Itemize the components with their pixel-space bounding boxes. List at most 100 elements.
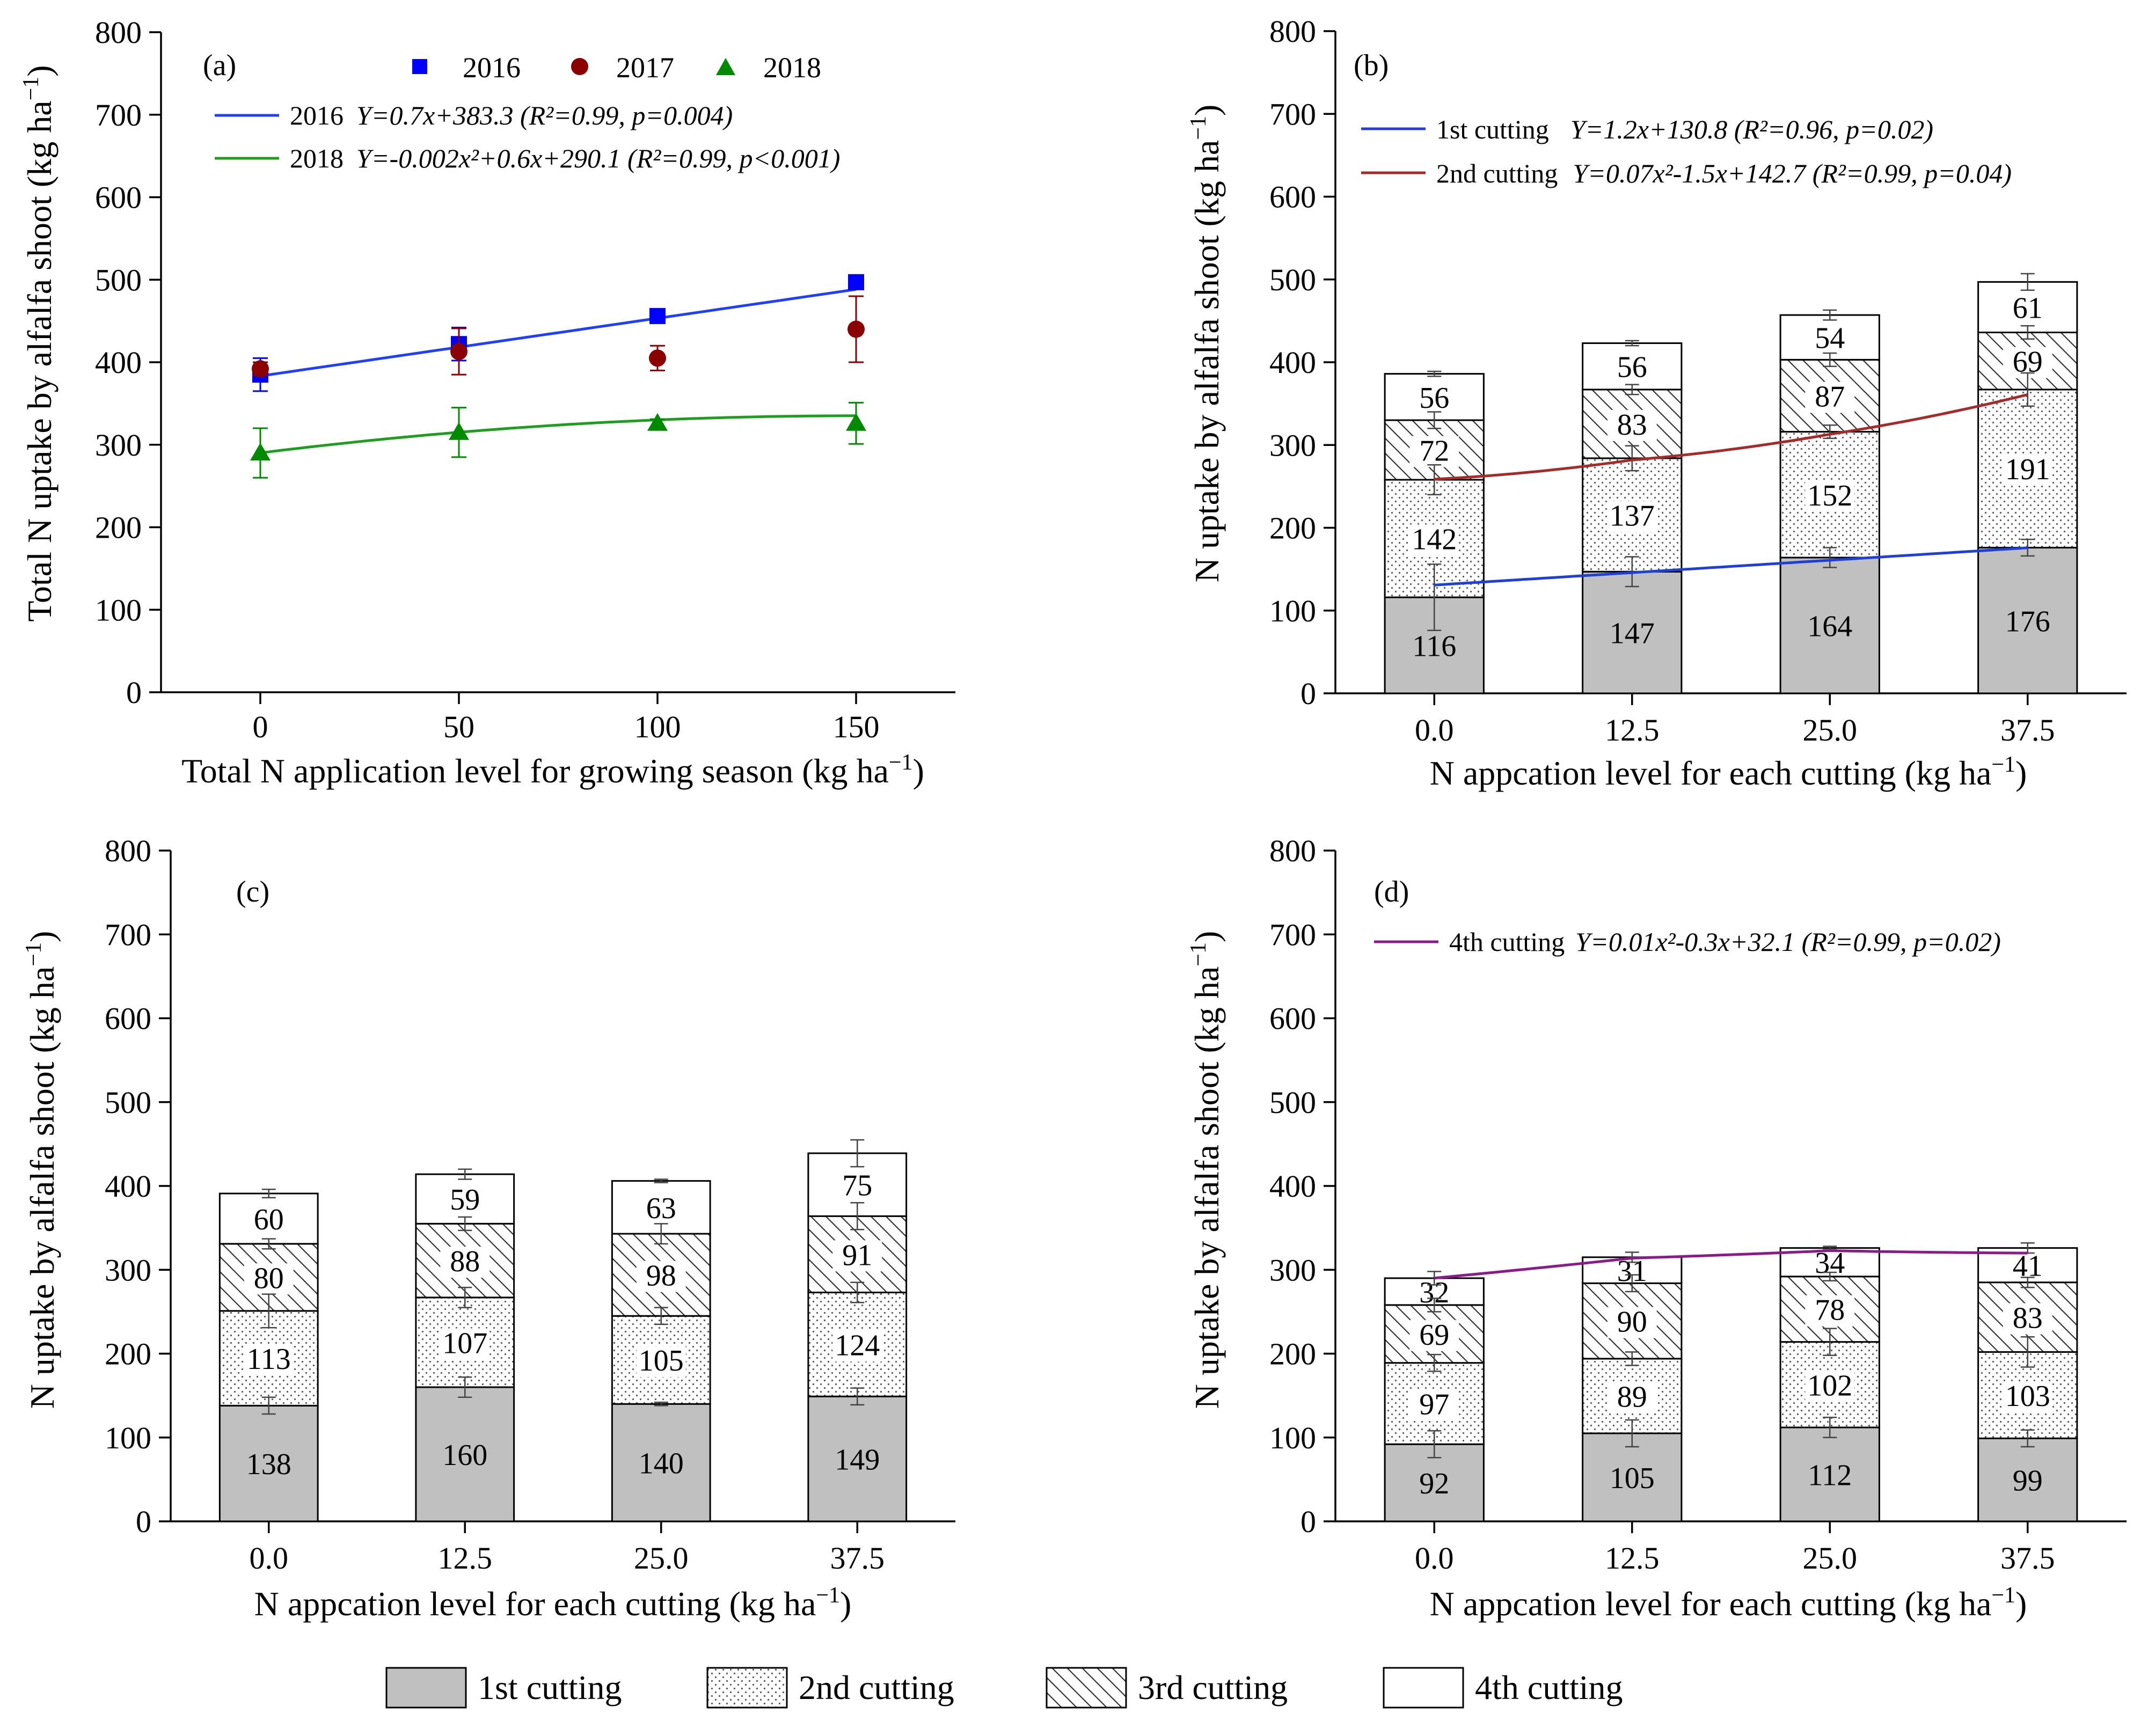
bar-label-bg-b: [1805, 382, 1855, 413]
y-tick-label-b: 400: [1269, 345, 1316, 380]
legend-label-2017: 2017: [616, 52, 674, 84]
bar-label-bg-b: [1409, 524, 1459, 556]
bar-label-bg-c: [636, 1261, 686, 1292]
fit-formula-d-4th: Y=0.01x²-0.3x+32.1 (R²=0.99, p=0.02): [1575, 927, 2001, 957]
bar-segment-c: [218, 1192, 319, 1245]
panel-c-xlabel: N appcation level for each cutting (kg h…: [254, 1583, 852, 1623]
x-tick-label-d: 12.5: [1605, 1541, 1660, 1576]
y-tick-label-a: 600: [95, 180, 142, 215]
bar-label-bg-c: [832, 1240, 882, 1272]
x-tick-label-c: 37.5: [830, 1541, 885, 1576]
x-tick-label-b: 0.0: [1415, 713, 1454, 748]
bar-label-bg-d: [1805, 1371, 1855, 1402]
bar-stack-c: 160 107 88 59: [415, 1168, 515, 1522]
x-tick-label-b: 37.5: [2000, 713, 2055, 748]
legend-years: 2016 2017 2018: [412, 52, 821, 84]
bar-stack-c: 149 124 91 75: [807, 1139, 908, 1522]
bar-value-label-b: 54: [1815, 322, 1845, 355]
x-tick-label-c: 0.0: [250, 1541, 289, 1576]
panel-b: (b) N uptake by alfalfa shoot (kg ha−1) …: [1186, 49, 2027, 792]
bar-label-bg-c: [440, 1247, 490, 1278]
panel-a-xlabel: Total N application level for growing se…: [181, 750, 924, 790]
legend-label-2018: 2018: [763, 52, 821, 84]
point-2017: [252, 360, 269, 378]
y-tick-label-b: 100: [1269, 594, 1316, 628]
bar-stack-c: 140 105 98 63: [611, 1178, 711, 1522]
y-tick-label-b: 600: [1269, 180, 1316, 215]
y-tick-label-d: 200: [1269, 1337, 1316, 1372]
point-2016: [649, 307, 666, 324]
bar-value-label-c: 124: [835, 1329, 880, 1362]
fit-year-2016: 2016: [290, 100, 344, 130]
series-2016: [252, 274, 864, 392]
bar-label-bg-b: [1607, 409, 1657, 441]
point-2018: [449, 422, 469, 440]
bar-label-bg-c: [832, 1330, 882, 1362]
bar-label-bg-d: [2003, 1303, 2052, 1335]
legend-swatch-4th-cutting: [1383, 1667, 1464, 1709]
point-2018: [647, 413, 668, 431]
bar-segment-c: [218, 1404, 319, 1522]
y-tick-label-d: 700: [1269, 917, 1316, 952]
y-tick-label-c: 0: [136, 1504, 151, 1539]
point-2017: [649, 349, 666, 367]
y-tick-label-c: 300: [105, 1252, 151, 1287]
fit-equation-2018: 2018 Y=-0.002x²+0.6x+290.1 (R²=0.99, p<0.…: [215, 143, 840, 173]
bar-segment-d: [1779, 1426, 1880, 1522]
fit-formula-b-1st: Y=1.2x+130.8 (R²=0.96, p=0.02): [1570, 114, 1933, 144]
fit-line-2018: [260, 414, 856, 455]
x-tick-label-a: 150: [833, 709, 880, 744]
bar-segment-d: [1977, 1437, 2078, 1522]
bar-segment-b: [1779, 314, 1880, 361]
legend-label-4th-cutting: 4th cutting: [1475, 1668, 1623, 1706]
bar-label-bg-c: [440, 1328, 490, 1360]
x-tick-label-d: 0.0: [1415, 1541, 1454, 1576]
bar-value-label-c: 59: [450, 1183, 480, 1217]
point-2018: [250, 443, 271, 461]
panel-a-ylabel: Total N uptake by alfalfa shoot (kg ha−1…: [19, 65, 59, 621]
fit-curve-b: [1434, 393, 2028, 481]
panel-d-ylabel: N uptake by alfalfa shoot (kg ha−1): [1186, 931, 1226, 1409]
bottom-legend: 1st cutting 2nd cutting 3rd cutting 4th …: [385, 1667, 1623, 1709]
bar-value-label-b: 191: [2005, 453, 2050, 486]
bar-value-label-c: 113: [247, 1343, 291, 1376]
point-2018: [846, 413, 866, 431]
bar-stack-b: 147 137 83 56: [1582, 340, 1683, 694]
bar-value-label-d: 112: [1808, 1459, 1852, 1492]
y-tick-label-d: 500: [1269, 1085, 1316, 1120]
legend-label-3rd-cutting: 3rd cutting: [1138, 1668, 1288, 1706]
y-tick-label-a: 100: [95, 592, 142, 627]
bar-segment-c: [611, 1403, 711, 1522]
bar-stack-c: 138 113 80 60: [218, 1189, 319, 1522]
bar-value-label-d: 97: [1419, 1388, 1449, 1421]
panel-b-xlabel: N appcation level for each cutting (kg h…: [1430, 752, 2027, 792]
axes-d: 0 100 200 300 400 500 600 700 800 0.0 12.5 25.0 37.5: [1269, 833, 2127, 1576]
panel-d: (d) N uptake by alfalfa shoot (kg ha−1) …: [1186, 875, 2027, 1623]
fit-equation-b-1st: 1st cutting Y=1.2x+130.8 (R²=0.96, p=0.02…: [1361, 114, 1933, 144]
bar-segment-c: [415, 1386, 515, 1522]
legend-marker-2016: [412, 59, 427, 74]
bar-label-bg-d: [1607, 1307, 1657, 1338]
bar-value-label-c: 107: [442, 1327, 487, 1360]
bar-value-label-d: 102: [1807, 1369, 1852, 1402]
bar-value-label-c: 60: [254, 1203, 284, 1236]
point-2017: [847, 320, 865, 338]
y-tick-label-d: 400: [1269, 1169, 1316, 1204]
y-tick-label-b: 500: [1269, 262, 1316, 297]
axes-a: 0 100 200 300 400 500 600 700 800 0 50 100 150: [95, 15, 955, 744]
fit-formula-2018: Y=-0.002x²+0.6x+290.1 (R²=0.99, p<0.001): [356, 143, 840, 173]
bar-label-bg-d: [1409, 1320, 1459, 1351]
x-tick-label-a: 100: [634, 709, 681, 744]
panel-a-label: (a): [203, 49, 236, 82]
point-2017: [450, 343, 467, 361]
x-tick-label-d: 25.0: [1803, 1541, 1858, 1576]
fit-equation-2016: 2016 Y=0.7x+383.3 (R²=0.99, p=0.004): [215, 100, 733, 130]
axes-c: 0 100 200 300 400 500 600 700 800 0.0 12.5 25.0 37.5: [105, 833, 955, 1576]
bar-value-label-b: 56: [1419, 382, 1449, 415]
panel-c: (c) N uptake by alfalfa shoot (kg ha−1) …: [21, 875, 851, 1623]
panel-a: (a) Total N uptake by alfalfa shoot (kg …: [19, 49, 924, 790]
y-tick-label-a: 300: [95, 428, 142, 463]
